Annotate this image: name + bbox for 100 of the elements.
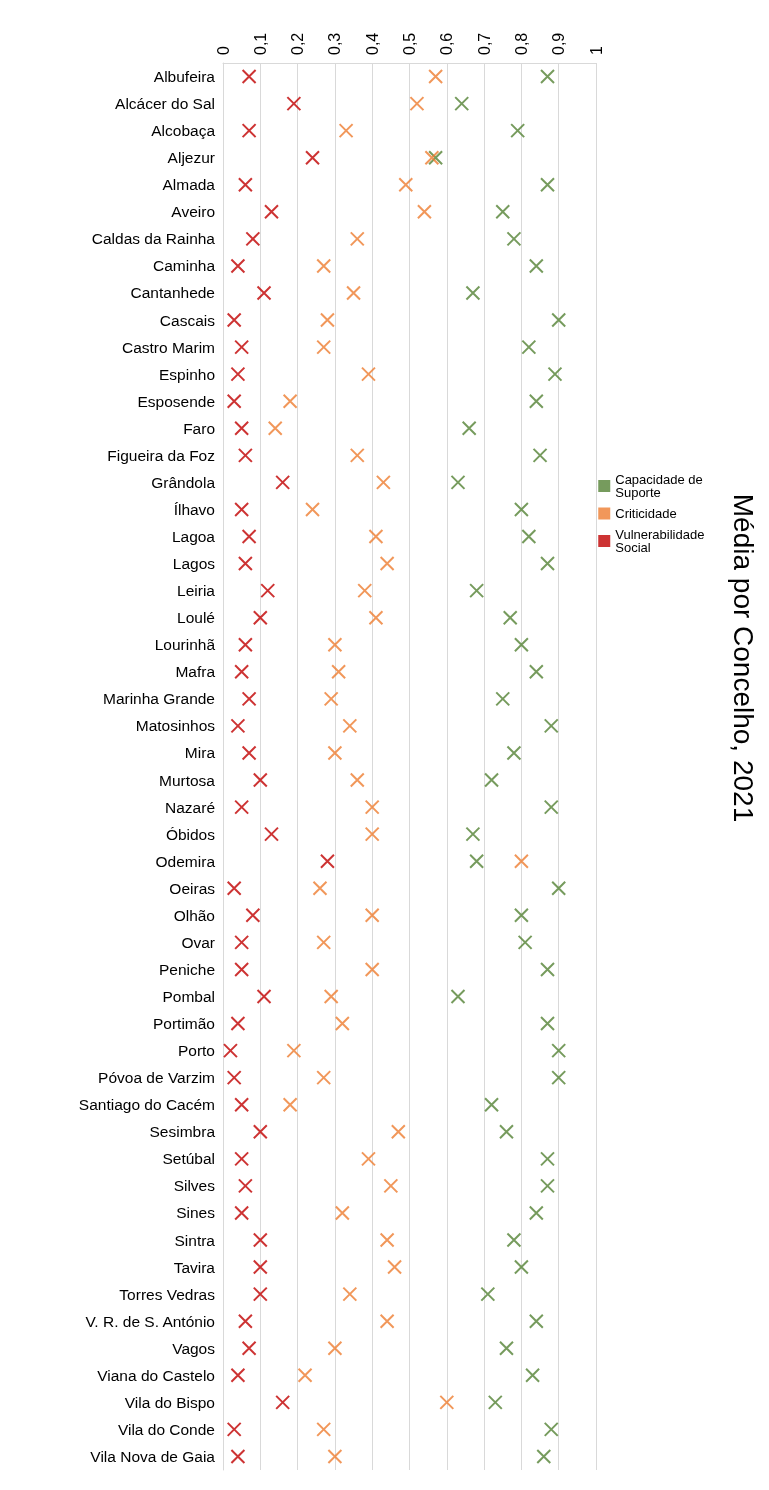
point [286, 96, 302, 112]
point [551, 880, 567, 896]
x-tick-label: 0,7 [475, 32, 493, 55]
point [528, 1205, 544, 1221]
point [234, 961, 250, 977]
point [237, 177, 253, 193]
point [222, 1043, 238, 1059]
point [319, 312, 335, 328]
point [465, 826, 481, 842]
y-tick-label: Vila do Conde [117, 1420, 215, 1438]
x-tick-label: 0,3 [326, 32, 344, 55]
point [226, 312, 242, 328]
y-tick-label: Matosinhos [135, 717, 216, 735]
point [312, 880, 328, 896]
point [540, 1178, 556, 1194]
point [454, 96, 470, 112]
point [241, 691, 257, 707]
point [532, 447, 548, 463]
point [543, 1421, 559, 1437]
point [551, 1070, 567, 1086]
point [349, 772, 365, 788]
y-tick-label: Alcácer do Sal [115, 95, 215, 113]
legend-label: Vulnerabilidade Social [615, 527, 709, 555]
point [360, 366, 376, 382]
point [316, 934, 332, 950]
point [424, 150, 440, 166]
y-tick-label: V. R. de S. António [85, 1312, 215, 1330]
y-tick-label: Ovar [181, 933, 215, 951]
point [275, 1394, 291, 1410]
point [528, 258, 544, 274]
point [226, 1421, 242, 1437]
point [521, 339, 537, 355]
point [364, 907, 380, 923]
point [450, 474, 466, 490]
point [439, 1394, 455, 1410]
point [513, 853, 529, 869]
y-tick-label: Castro Marim [121, 338, 215, 356]
y-tick-label: Esposende [137, 392, 215, 410]
point [334, 1205, 350, 1221]
point [234, 934, 250, 950]
y-tick-label: Lagoa [171, 528, 216, 546]
point [237, 447, 253, 463]
y-tick-label: Leiria [177, 582, 216, 600]
point [282, 1097, 298, 1113]
point [525, 1367, 541, 1383]
point [513, 637, 529, 653]
point [506, 1232, 522, 1248]
y-tick-label: Silves [173, 1177, 216, 1195]
point [230, 258, 246, 274]
point [349, 231, 365, 247]
y-tick-label: Caminha [152, 257, 216, 275]
point [327, 1448, 343, 1464]
point [469, 853, 485, 869]
point [252, 772, 268, 788]
x-tick-label: 0,5 [401, 32, 418, 55]
y-tick-label: Viana do Castelo [97, 1366, 215, 1384]
y-tick-label: Torres Vedras [119, 1285, 216, 1303]
point [379, 556, 395, 572]
point [368, 610, 384, 626]
point [305, 150, 321, 166]
y-tick-label: Sines [176, 1204, 216, 1222]
point [484, 1097, 500, 1113]
y-tick-label: Lagos [172, 555, 216, 573]
y-tick-label: Peniche [158, 960, 215, 978]
point [540, 177, 556, 193]
x-tick-label: 0,4 [363, 32, 381, 55]
point [469, 583, 485, 599]
x-tick-label: 0,8 [512, 32, 530, 55]
point [263, 204, 279, 220]
y-tick-label: Grândola [151, 473, 216, 491]
point [234, 1205, 250, 1221]
point [241, 1340, 257, 1356]
y-tick-label: Aljezur [167, 149, 215, 167]
y-tick-label: Almada [162, 176, 216, 194]
x-tick-label: 0,9 [550, 32, 568, 55]
point [286, 1043, 302, 1059]
point [364, 799, 380, 815]
point [517, 934, 533, 950]
point [513, 907, 529, 923]
x-tick-label: 0,1 [251, 32, 269, 55]
point [230, 1016, 246, 1032]
point [540, 69, 556, 85]
point [551, 1043, 567, 1059]
point [540, 1151, 556, 1167]
point [383, 1178, 399, 1194]
point [484, 772, 500, 788]
point [360, 1151, 376, 1167]
point [234, 799, 250, 815]
point [331, 664, 347, 680]
x-tick-label: 1 [587, 46, 605, 55]
point [230, 718, 246, 734]
point [226, 1070, 242, 1086]
point [498, 1340, 514, 1356]
point [364, 961, 380, 977]
point [234, 501, 250, 517]
y-tick-label: Setúbal [162, 1150, 215, 1168]
point [260, 583, 276, 599]
point [379, 1232, 395, 1248]
y-tick-label: Oeiras [169, 879, 216, 897]
legend-label: Capacidade de Suporte [615, 472, 707, 500]
